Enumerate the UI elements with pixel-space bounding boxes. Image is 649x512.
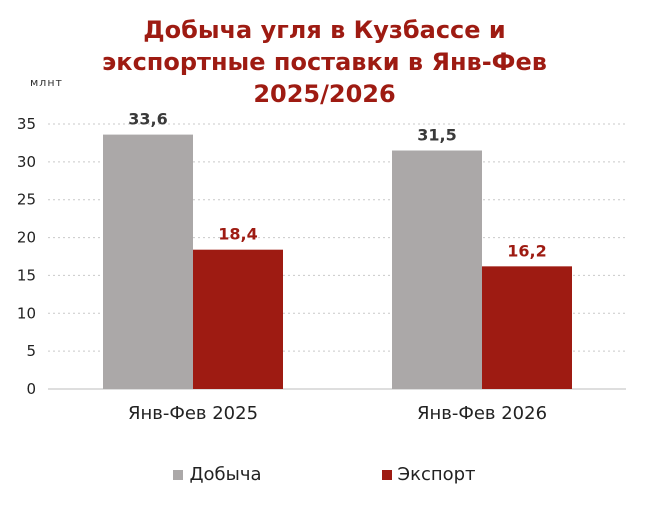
legend-item-eksport: Экспорт xyxy=(381,464,476,485)
data-label: 18,4 xyxy=(218,225,257,244)
data-label: 31,5 xyxy=(417,126,456,145)
x-tick-label: Янв-Фев 2026 xyxy=(417,403,547,424)
x-tick-label: Янв-Фев 2025 xyxy=(128,403,258,424)
y-tick-label: 15 xyxy=(17,266,36,284)
y-tick-label: 5 xyxy=(26,342,36,360)
y-tick-label: 30 xyxy=(17,153,36,171)
legend-swatch-dobycha xyxy=(173,469,184,480)
y-axis-unit-label: млнт xyxy=(30,76,63,89)
legend-label-eksport: Экспорт xyxy=(397,464,476,485)
bar-dobycha xyxy=(392,150,482,389)
data-label: 16,2 xyxy=(507,241,546,260)
y-tick-label: 10 xyxy=(17,304,36,322)
data-label: 33,6 xyxy=(128,110,167,129)
y-tick-label: 35 xyxy=(17,115,36,133)
chart-title-line-3: 2025/2026 xyxy=(253,80,396,108)
y-tick-label: 25 xyxy=(17,191,36,209)
legend-item-dobycha: Добыча xyxy=(173,464,262,485)
bar-dobycha xyxy=(103,134,193,389)
y-tick-label: 0 xyxy=(26,380,36,398)
y-tick-label: 20 xyxy=(17,229,36,247)
chart-legend: Добыча Экспорт xyxy=(0,464,649,485)
bar-eksport xyxy=(482,266,572,389)
chart-title-line-1: Добыча угля в Кузбассе и xyxy=(143,16,506,44)
chart-title: Добыча угля в Кузбассе и экспортные пост… xyxy=(0,14,649,110)
legend-label-dobycha: Добыча xyxy=(189,464,262,485)
chart-title-line-2: экспортные поставки в Янв-Фев xyxy=(102,48,547,76)
bar-eksport xyxy=(193,249,283,389)
legend-swatch-eksport xyxy=(381,469,392,480)
